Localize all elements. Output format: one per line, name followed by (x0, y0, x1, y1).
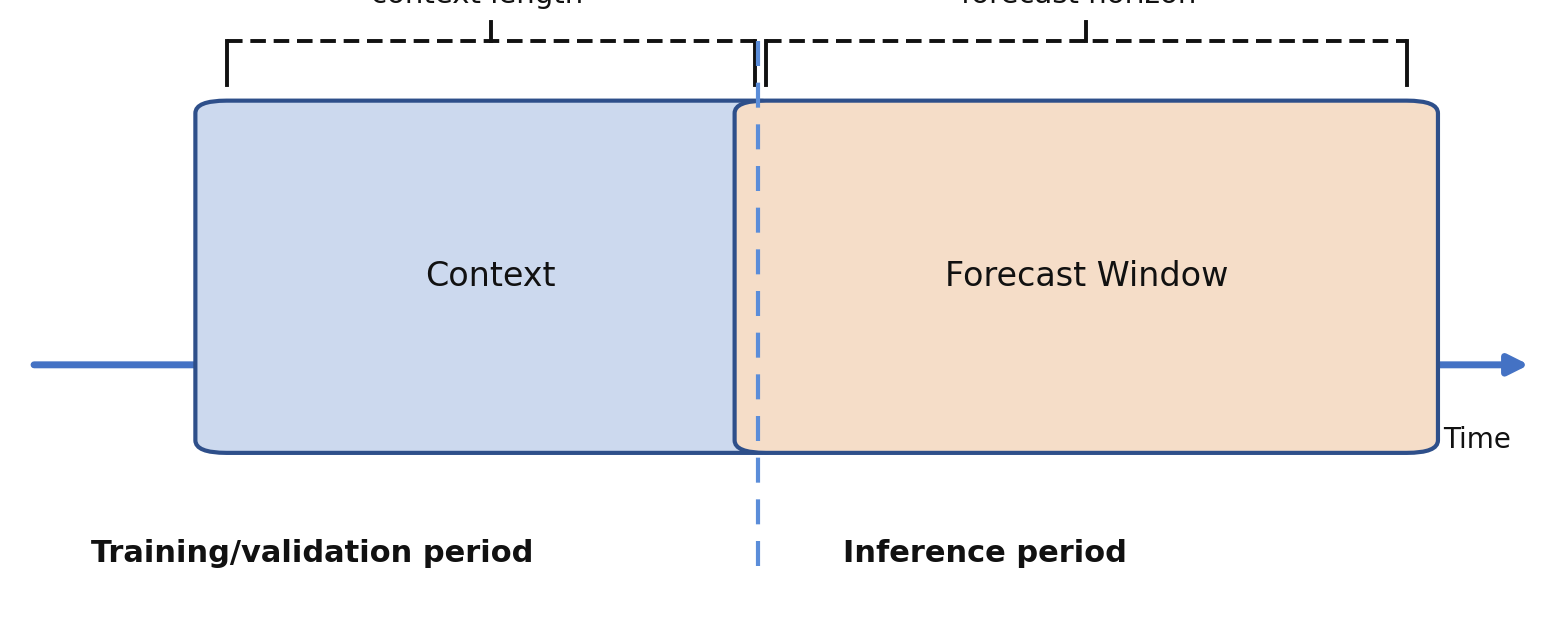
Text: Inference period: Inference period (842, 539, 1127, 568)
Text: Time: Time (1443, 426, 1511, 454)
FancyBboxPatch shape (195, 101, 786, 453)
Text: Context: Context (425, 260, 556, 293)
Text: Forecast Window: Forecast Window (944, 260, 1229, 293)
Text: Training/validation period: Training/validation period (91, 539, 535, 568)
Text: forecast horizon: forecast horizon (961, 0, 1196, 9)
Text: context length: context length (370, 0, 583, 9)
FancyBboxPatch shape (735, 101, 1438, 453)
